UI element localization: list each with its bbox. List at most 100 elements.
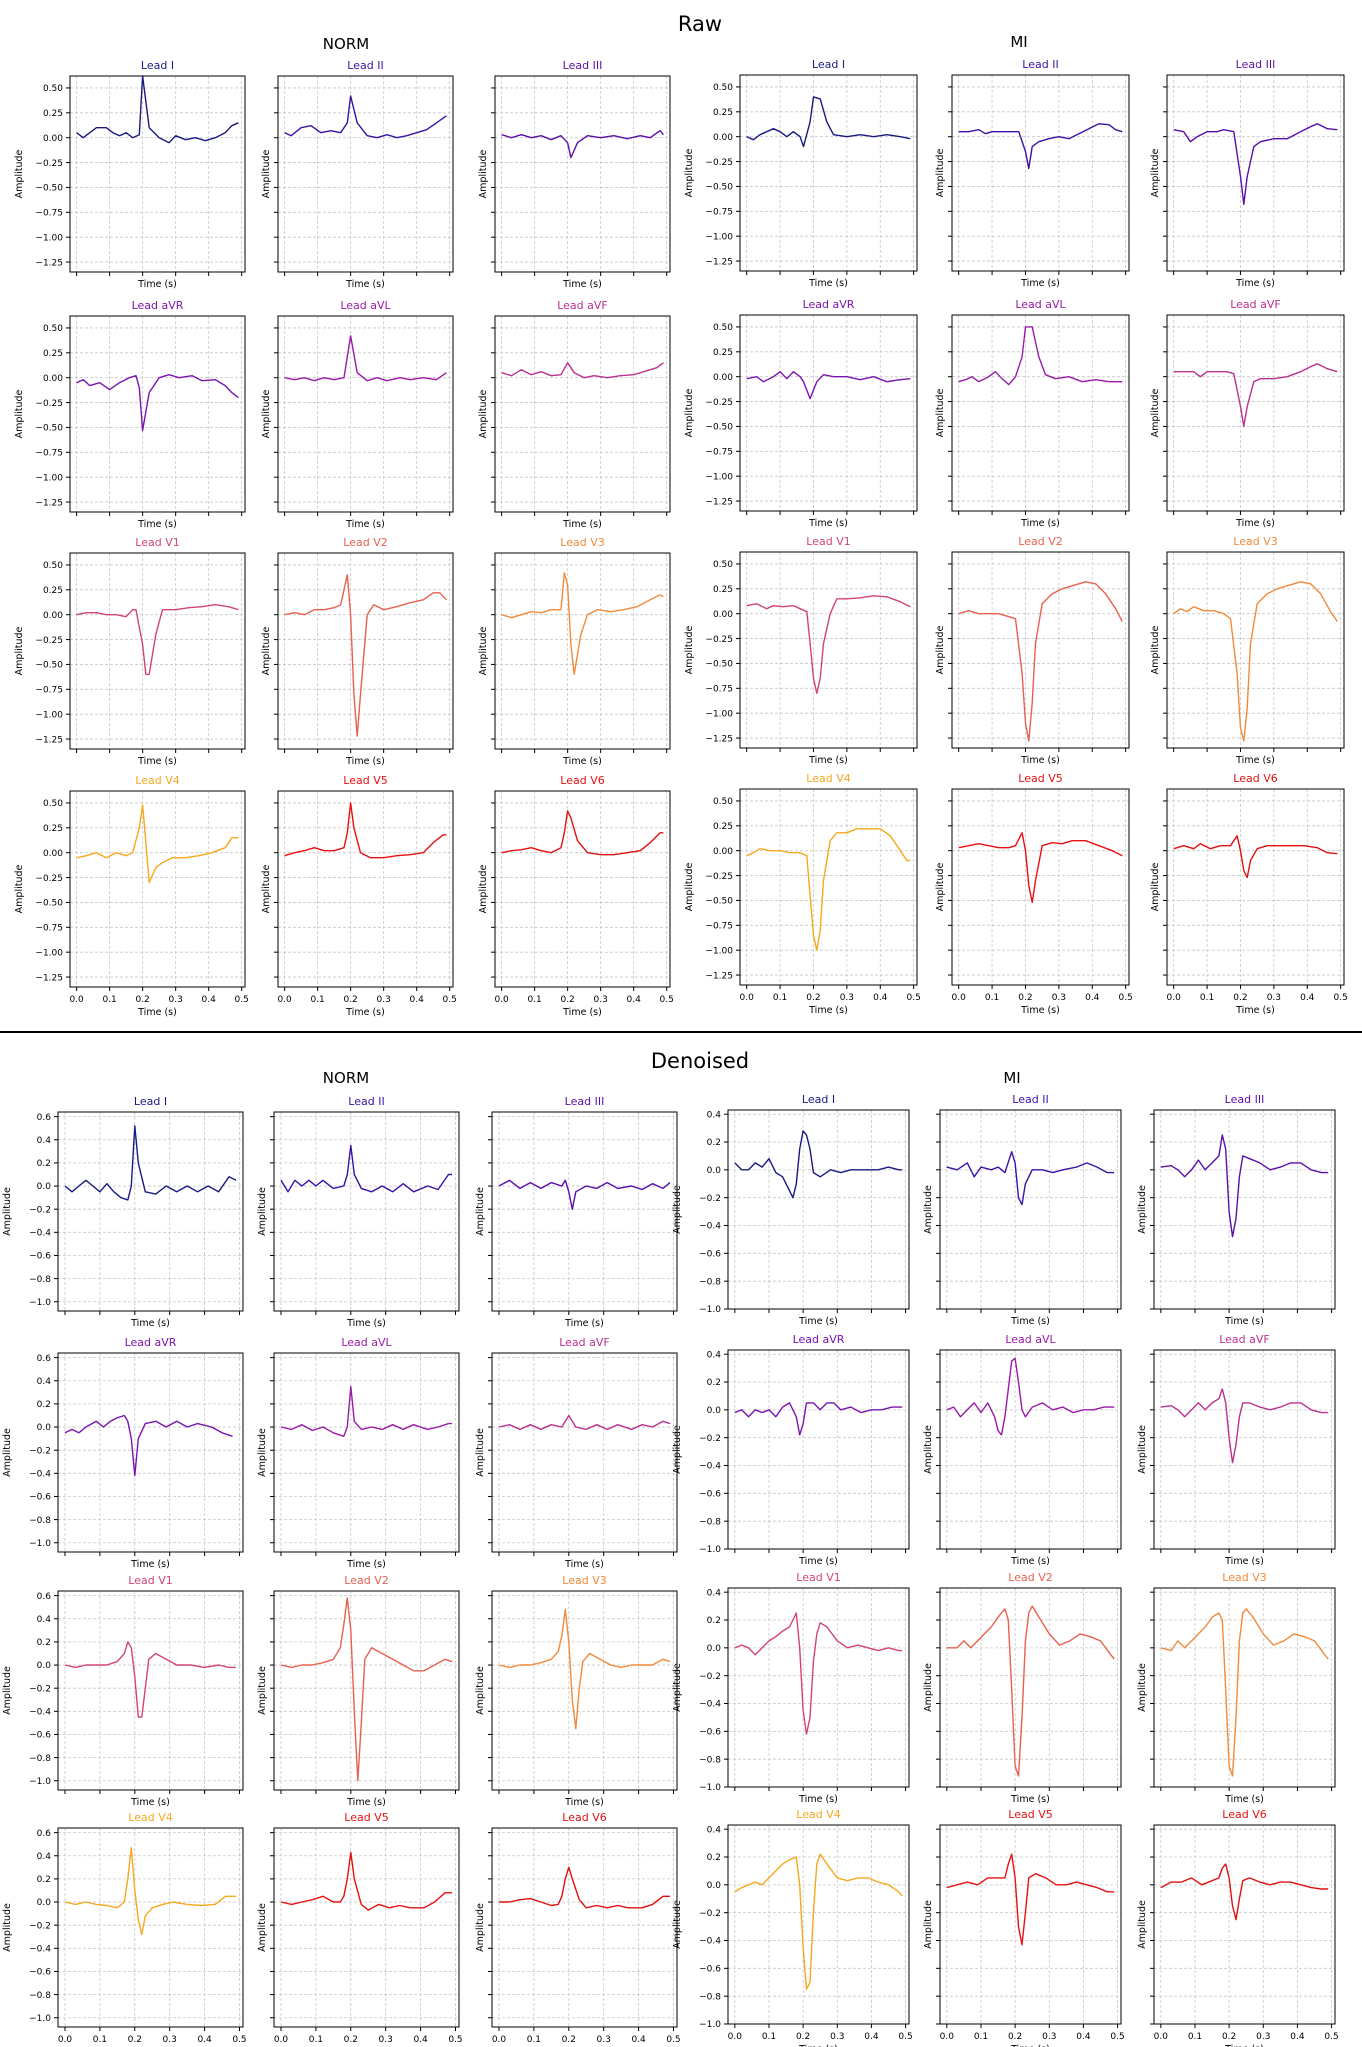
x-axis-label: Time (s) xyxy=(137,519,177,530)
x-tick-label: 0.3 xyxy=(168,995,182,1005)
x-tick-label: 0.5 xyxy=(660,995,674,1005)
y-axis-label: Amplitude xyxy=(672,1425,683,1474)
y-tick-label: 0.50 xyxy=(43,561,63,571)
y-tick-label: −1.25 xyxy=(705,497,733,507)
y-tick-label: −0.25 xyxy=(35,636,63,646)
x-axis-label: Time (s) xyxy=(137,279,177,290)
y-tick-label: 0.0 xyxy=(707,1166,722,1176)
y-tick-label: −1.00 xyxy=(705,709,733,719)
y-axis-label: Amplitude xyxy=(478,865,489,914)
lead-title: Lead aVL xyxy=(1015,298,1066,311)
lead-title: Lead V1 xyxy=(796,1571,840,1584)
ecg-trace xyxy=(734,1853,903,1990)
x-tick-label: 0.3 xyxy=(163,2035,177,2045)
y-axis-label: Amplitude xyxy=(257,1903,268,1952)
y-tick-label: −1.25 xyxy=(35,498,63,508)
y-tick-label: −0.75 xyxy=(35,449,63,459)
plot-frame xyxy=(57,1827,244,2028)
plot-frame xyxy=(273,1111,460,1312)
x-tick-label: 0.5 xyxy=(1333,993,1347,1003)
y-axis-label: Amplitude xyxy=(684,389,695,438)
y-tick-label: −0.6 xyxy=(699,1728,721,1738)
plot-frame xyxy=(951,314,1130,512)
plot-frame xyxy=(491,1827,678,2028)
lead-title: Lead aVR xyxy=(132,299,184,312)
ecg-panel: Lead III Time (s) Amplitude xyxy=(478,59,671,290)
x-tick-label: 0.1 xyxy=(985,993,999,1003)
x-tick-label: 0.0 xyxy=(728,2032,743,2042)
x-tick-label: 0.5 xyxy=(1118,993,1132,1003)
y-tick-label: −0.50 xyxy=(705,423,733,433)
x-tick-label: 0.4 xyxy=(413,2035,428,2045)
plot-frame xyxy=(727,1349,910,1550)
x-tick-label: 0.1 xyxy=(974,2032,988,2042)
y-tick-label: −0.2 xyxy=(29,1684,51,1694)
plot-frame xyxy=(273,1827,460,2028)
x-tick-label: 0.2 xyxy=(1008,2032,1022,2042)
y-tick-label: −0.4 xyxy=(29,1229,51,1239)
ecg-trace xyxy=(498,1608,671,1730)
y-tick-label: −0.6 xyxy=(699,1490,721,1500)
y-tick-label: 0.25 xyxy=(713,108,733,118)
plot-frame xyxy=(939,1824,1122,2025)
y-tick-label: −0.8 xyxy=(699,1517,721,1527)
y-tick-label: 0.00 xyxy=(43,134,63,144)
y-tick-label: −1.0 xyxy=(699,1783,721,1793)
lead-title: Lead V6 xyxy=(1233,772,1277,785)
y-axis-label: Amplitude xyxy=(935,389,946,438)
x-axis-label: Time (s) xyxy=(1020,1005,1060,1016)
x-tick-label: 0.4 xyxy=(864,2032,879,2042)
ecg-panel: Lead aVL Time (s) Amplitude xyxy=(923,1333,1122,1567)
x-axis-label: Time (s) xyxy=(1224,1316,1264,1327)
x-tick-label: 0.3 xyxy=(1256,2032,1270,2042)
y-tick-label: 0.50 xyxy=(43,84,63,94)
y-axis-label: Amplitude xyxy=(475,1903,486,1952)
y-axis-label: Amplitude xyxy=(1150,149,1161,198)
x-tick-label: 0.4 xyxy=(1085,993,1100,1003)
ecg-trace xyxy=(1160,1863,1329,1921)
ecg-panel: 0.0 0.1 0.2 0.3 0.4 0.5 Lead V6 Time (s) Amplitu… xyxy=(1150,772,1348,1016)
x-axis-label: Time (s) xyxy=(345,1007,385,1018)
lead-title: Lead II xyxy=(348,1095,384,1108)
y-tick-label: 0.4 xyxy=(707,1350,722,1360)
plot-frame xyxy=(727,1109,910,1310)
section-title-raw: Raw xyxy=(678,12,722,36)
y-tick-label: −1.00 xyxy=(705,232,733,242)
x-tick-label: 0.0 xyxy=(58,2035,73,2045)
y-tick-label: −0.4 xyxy=(699,1462,721,1472)
lead-title: Lead III xyxy=(565,1095,605,1108)
x-axis-label: Time (s) xyxy=(346,1797,386,1808)
y-axis-label: Amplitude xyxy=(475,1187,486,1236)
ecg-trace xyxy=(1160,1608,1329,1777)
ecg-panel: Lead aVF Time (s) Amplitude xyxy=(478,299,671,530)
y-axis-label: Amplitude xyxy=(923,1185,934,1234)
ecg-trace xyxy=(280,1851,452,1911)
y-tick-label: −1.00 xyxy=(35,473,63,483)
y-tick-label: −0.50 xyxy=(35,184,63,194)
ecg-trace xyxy=(1173,835,1338,879)
y-tick-label: 0.6 xyxy=(37,1354,52,1364)
plot-frame xyxy=(727,1824,910,2025)
y-tick-label: −0.6 xyxy=(699,1965,721,1975)
y-axis-label: Amplitude xyxy=(261,865,272,914)
y-tick-label: −1.00 xyxy=(35,948,63,958)
y-tick-label: 0.50 xyxy=(43,324,63,334)
x-axis-label: Time (s) xyxy=(798,1316,838,1327)
y-axis-label: Amplitude xyxy=(257,1187,268,1236)
x-tick-label: 0.2 xyxy=(135,995,149,1005)
lead-title: Lead III xyxy=(1236,58,1276,71)
x-tick-label: 0.1 xyxy=(102,995,116,1005)
ecg-panel: 0.4 0.2 0.0 −0.2 −0.4 −0.6 −0.8 −1.0 Lead aVR Tim… xyxy=(672,1333,910,1567)
x-axis-label: Time (s) xyxy=(1224,1556,1264,1567)
x-tick-label: 0.2 xyxy=(806,993,820,1003)
plot-frame xyxy=(494,552,671,750)
plot-frame xyxy=(57,1590,244,1791)
x-axis-label: Time (s) xyxy=(798,2044,838,2047)
y-axis-label: Amplitude xyxy=(684,626,695,675)
ecg-trace xyxy=(946,1605,1115,1777)
x-tick-label: 0.4 xyxy=(1076,2032,1091,2042)
plot-frame xyxy=(739,551,918,749)
y-tick-label: −0.4 xyxy=(29,1470,51,1480)
